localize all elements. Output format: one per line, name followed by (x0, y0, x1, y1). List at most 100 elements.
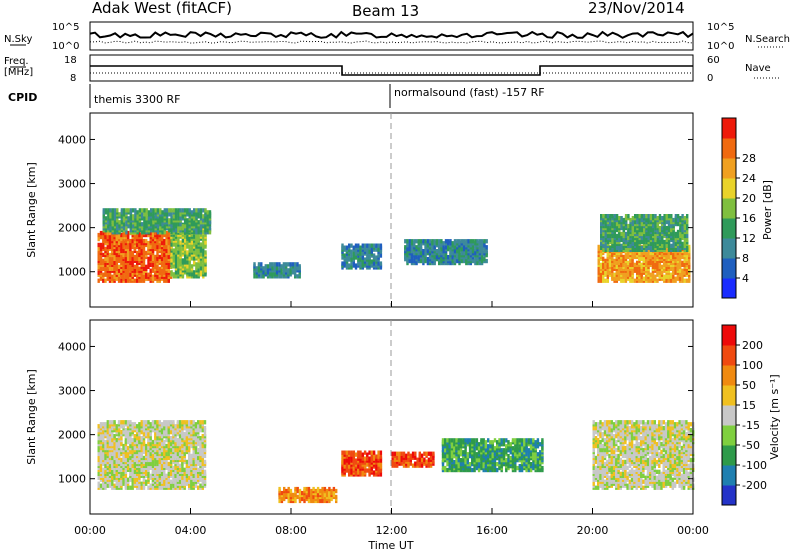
heatmap-cell (645, 260, 648, 265)
heatmap-cell (117, 432, 121, 437)
heatmap-cell (345, 450, 349, 455)
heatmap-cell (471, 247, 475, 252)
heatmap-cell (201, 434, 204, 439)
heatmap-cell (483, 257, 486, 262)
heatmap-cell (676, 245, 680, 250)
heatmap-cell (660, 270, 664, 275)
heatmap-cell (631, 237, 635, 243)
heatmap-cell (686, 245, 689, 250)
velocity-marks (97, 420, 695, 504)
heatmap-cell (685, 278, 689, 283)
heatmap-cell (638, 245, 641, 250)
heatmap-cell (606, 214, 610, 219)
heatmap-cell (120, 479, 123, 484)
nsearch-tick-top: 10^5 (707, 22, 734, 33)
heatmap-cell (350, 265, 353, 270)
heatmap-cell (184, 250, 187, 255)
heatmap-cell (321, 486, 324, 492)
heatmap-cell (676, 274, 680, 279)
heatmap-cell (296, 262, 299, 267)
heatmap-cell (122, 420, 125, 425)
heatmap-cell (104, 422, 107, 427)
heatmap-cell (640, 239, 644, 245)
heatmap-cell (298, 264, 301, 269)
heatmap-cell (181, 238, 185, 243)
heatmap-cell (469, 239, 472, 244)
heatmap-cell (354, 458, 358, 463)
heatmap-cell (174, 436, 177, 441)
heatmap-cell (341, 450, 344, 455)
heatmap-cell (138, 455, 141, 461)
heatmap-cell (199, 262, 203, 267)
heatmap-cell (179, 208, 182, 213)
heatmap-cell (102, 252, 105, 258)
heatmap-cell (287, 262, 290, 267)
heatmap-cell (289, 268, 292, 273)
heatmap-cell (154, 447, 157, 453)
heatmap-cell (185, 473, 189, 478)
heatmap-cell (113, 420, 116, 425)
heatmap-cell (624, 214, 628, 219)
heatmap-cell (354, 255, 358, 260)
heatmap-cell (117, 473, 121, 478)
heatmap-cell (476, 239, 479, 244)
heatmap-cell (97, 256, 100, 261)
heatmap-cell (656, 278, 659, 283)
heatmap-cell (325, 492, 329, 498)
heatmap-cell (160, 422, 164, 427)
heatmap-cell (133, 246, 137, 252)
heatmap-cell (117, 240, 121, 246)
heatmap-cell (615, 221, 619, 227)
power-marks (97, 208, 691, 283)
heatmap-cell (372, 253, 376, 258)
colorbar-tick-label: 24 (742, 172, 756, 185)
heatmap-cell (283, 496, 286, 502)
heatmap-cell (604, 223, 607, 229)
heatmap-cell (613, 272, 616, 277)
heatmap-cell (126, 420, 130, 425)
power-region-2 (102, 208, 212, 235)
heatmap-cell (409, 461, 412, 466)
heatmap-cell (370, 263, 373, 268)
heatmap-cell (111, 420, 114, 425)
heatmap-cell (136, 250, 139, 256)
heatmap-cell (113, 212, 117, 217)
heatmap-cell (138, 230, 141, 236)
heatmap-cell (674, 258, 677, 263)
heatmap-cell (147, 485, 150, 490)
heatmap-cell (151, 266, 155, 271)
heatmap-cell (683, 241, 687, 246)
heatmap-cell (179, 270, 182, 275)
heatmap-cell (686, 217, 689, 223)
heatmap-cell (672, 241, 675, 246)
heatmap-cell (181, 457, 184, 463)
heatmap-cell (193, 274, 196, 279)
heatmap-cell (118, 220, 121, 225)
heatmap-cell (651, 264, 655, 269)
heatmap-cell (172, 256, 176, 261)
heatmap-cell (174, 222, 178, 227)
heatmap-cell (301, 490, 304, 496)
heatmap-cell (422, 239, 425, 244)
heatmap-cell (99, 445, 103, 451)
heatmap-cell (132, 208, 135, 213)
heatmap-cell (438, 243, 441, 248)
heatmap-cell (177, 238, 180, 243)
heatmap-cell (125, 226, 128, 231)
heatmap-cell (303, 486, 306, 492)
heatmap-cell (113, 208, 117, 213)
heatmap-cell (255, 274, 258, 279)
heatmap-cell (332, 486, 336, 492)
heatmap-cell (602, 270, 605, 275)
heatmap-cell (602, 262, 605, 267)
heatmap-cell (647, 214, 650, 219)
heatmap-cell (285, 268, 288, 273)
heatmap-cell (626, 260, 630, 265)
heatmap-cell (160, 485, 164, 490)
heatmap-cell (129, 443, 132, 449)
heatmap-cell (379, 450, 383, 455)
heatmap-cell (160, 479, 164, 484)
heatmap-cell (136, 216, 139, 221)
heatmap-cell (133, 264, 137, 269)
heatmap-cell (292, 492, 295, 498)
